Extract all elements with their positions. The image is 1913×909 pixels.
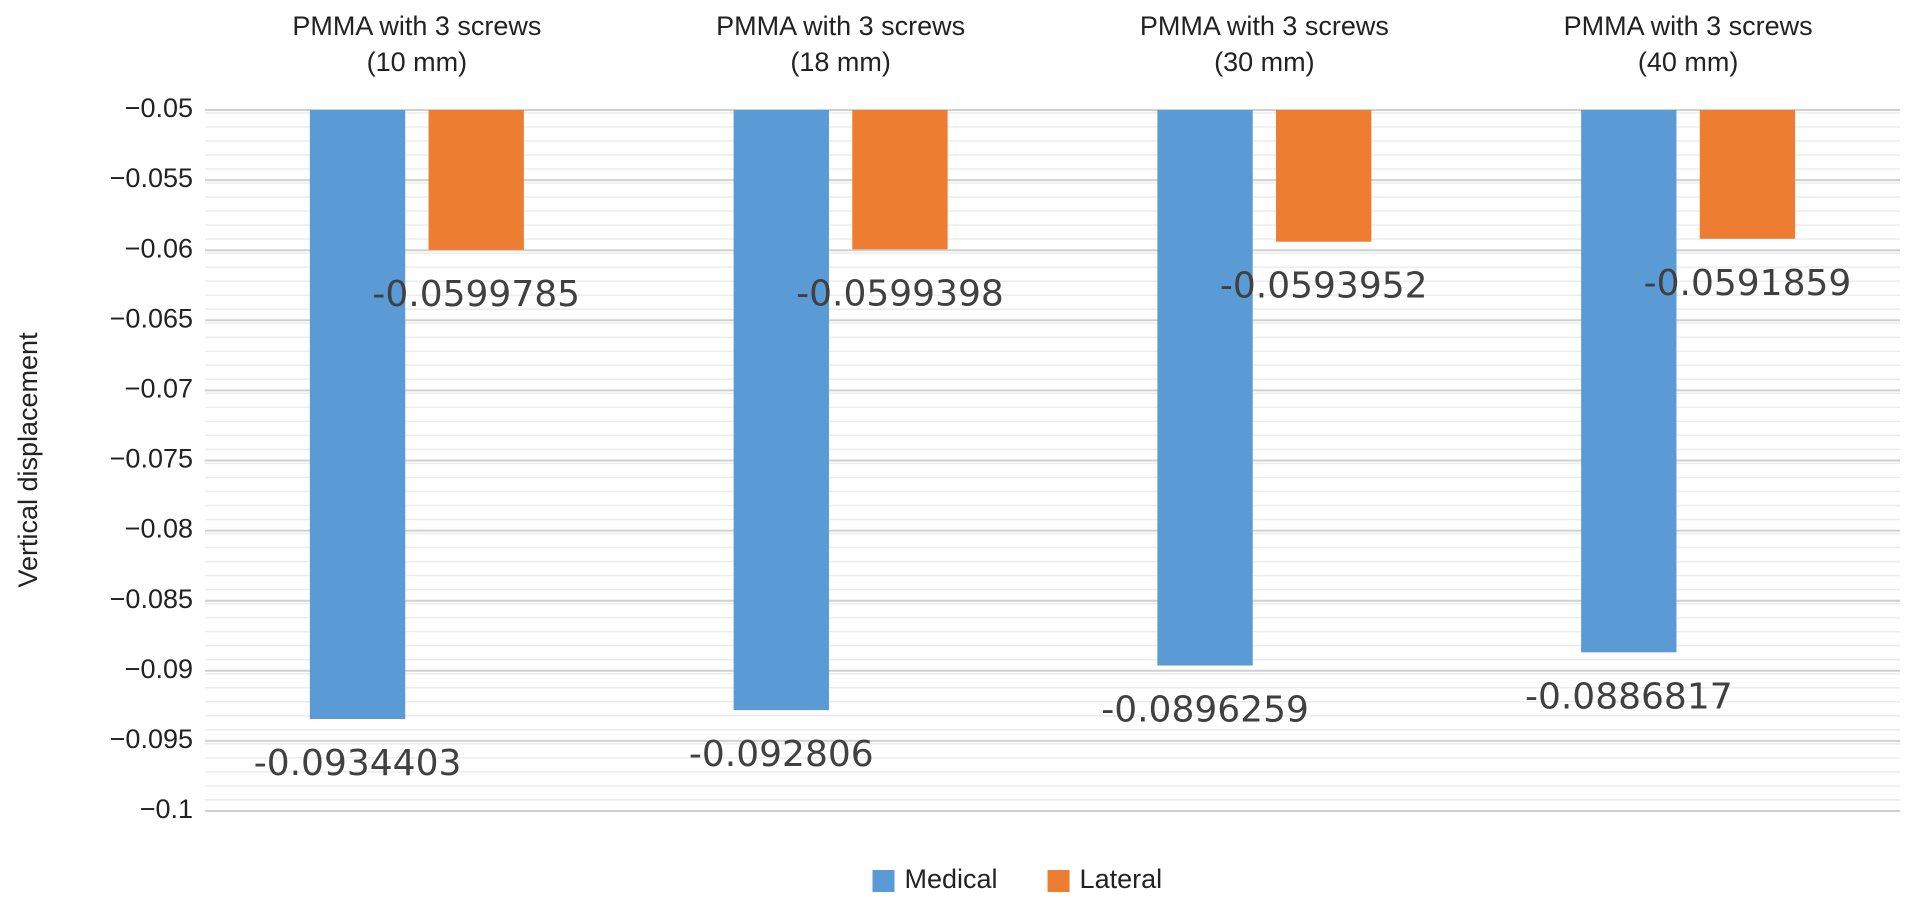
y-tick-label: −0.09 [125, 654, 193, 684]
bar [1157, 110, 1253, 666]
y-tick-label: −0.055 [110, 163, 193, 193]
data-label: -0.0896259 [1101, 690, 1309, 731]
bar [309, 110, 406, 720]
legend-label: Medical [905, 864, 998, 894]
x-tick-label: PMMA with 3 screws (18 mm) [716, 11, 966, 77]
y-tick-label: −0.08 [125, 514, 193, 544]
bar [1581, 110, 1677, 653]
legend-swatch [872, 870, 895, 892]
x-tick-label: PMMA with 3 screws (40 mm) [1563, 11, 1813, 77]
y-tick-label: −0.07 [125, 374, 193, 404]
y-tick-label: −0.05 [125, 93, 193, 123]
legend-label: Lateral [1080, 864, 1163, 894]
y-tick-label: −0.06 [125, 233, 193, 263]
bar [1276, 110, 1372, 242]
data-label: -0.0591859 [1644, 263, 1852, 304]
data-label: -0.0934403 [254, 743, 462, 784]
data-label: -0.0599398 [796, 273, 1004, 314]
y-tick-label: −0.075 [110, 444, 193, 474]
data-label: -0.0593952 [1220, 266, 1428, 307]
x-tick-label: PMMA with 3 screws (10 mm) [292, 11, 542, 77]
data-label: -0.0886817 [1525, 676, 1733, 717]
y-tick-label: −0.065 [110, 303, 193, 333]
y-axis-title: Vertical displacement [13, 332, 43, 588]
y-tick-label: −0.1 [140, 794, 193, 824]
bar [1699, 110, 1796, 239]
data-label: -0.0599785 [372, 274, 580, 315]
bar [852, 110, 948, 250]
y-tick-label: −0.095 [110, 724, 193, 754]
data-label: -0.092806 [689, 734, 874, 775]
bar [428, 110, 524, 250]
bar [733, 110, 829, 711]
legend-swatch [1047, 870, 1070, 892]
x-tick-label: PMMA with 3 screws (30 mm) [1139, 11, 1389, 77]
y-tick-label: −0.085 [110, 584, 193, 614]
